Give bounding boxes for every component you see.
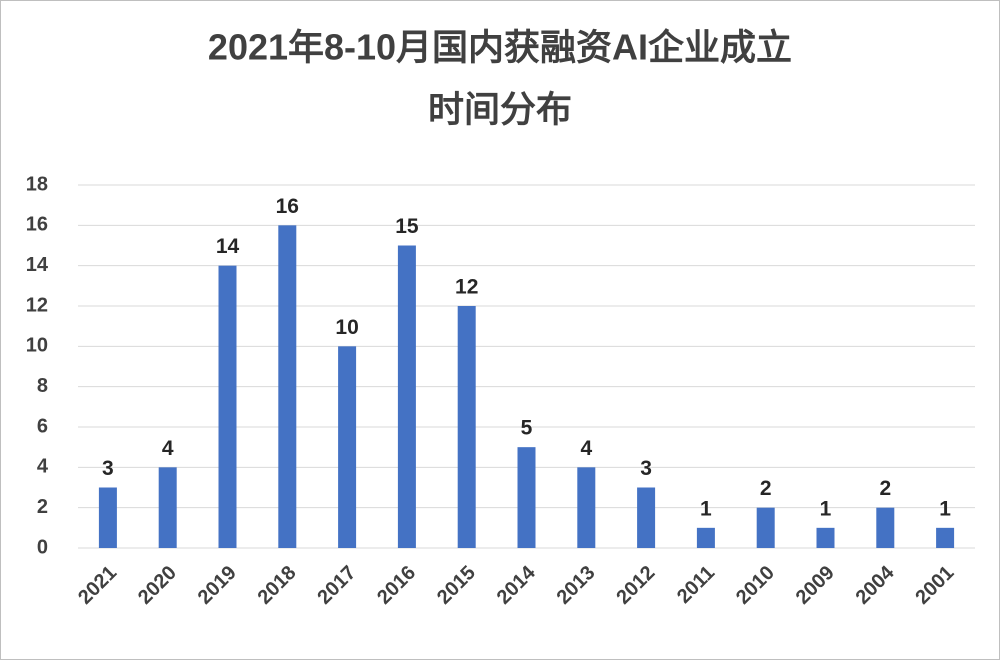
bar xyxy=(457,306,476,548)
chart-title: 时间分布 xyxy=(428,89,572,130)
value-label: 10 xyxy=(335,316,358,339)
bar xyxy=(936,527,955,548)
bar xyxy=(637,487,656,548)
bar xyxy=(158,467,177,548)
value-label: 16 xyxy=(276,195,299,218)
bar xyxy=(397,245,416,548)
value-label: 5 xyxy=(521,417,533,440)
value-label: 4 xyxy=(580,437,592,460)
value-label: 14 xyxy=(216,235,240,258)
bar xyxy=(218,265,237,548)
y-tick-label: 12 xyxy=(26,294,48,316)
value-label: 2 xyxy=(879,477,891,500)
bar xyxy=(278,225,297,549)
bar xyxy=(98,487,117,548)
value-label: 1 xyxy=(700,497,712,520)
y-tick-label: 10 xyxy=(26,335,48,357)
bar xyxy=(816,527,835,548)
y-tick-label: 2 xyxy=(37,496,48,518)
value-label: 2 xyxy=(760,477,772,500)
bar xyxy=(577,467,596,548)
bar xyxy=(876,507,895,548)
value-label: 3 xyxy=(640,457,652,480)
y-tick-label: 6 xyxy=(37,415,48,437)
y-tick-label: 8 xyxy=(37,375,48,397)
bar xyxy=(517,447,536,548)
y-tick-label: 14 xyxy=(26,254,49,276)
value-label: 12 xyxy=(455,276,478,299)
chart-title: 2021年8-10月国内获融资AI企业成立 xyxy=(208,27,792,68)
y-tick-label: 16 xyxy=(26,214,48,236)
y-tick-label: 0 xyxy=(37,536,48,558)
value-label: 3 xyxy=(102,457,114,480)
bar xyxy=(338,346,357,548)
value-label: 1 xyxy=(939,497,951,520)
value-label: 4 xyxy=(162,437,174,460)
value-label: 1 xyxy=(820,497,832,520)
bar xyxy=(696,527,715,548)
bar xyxy=(756,507,775,548)
value-label: 15 xyxy=(395,215,419,238)
y-tick-label: 4 xyxy=(37,456,49,478)
y-tick-label: 18 xyxy=(26,173,48,195)
